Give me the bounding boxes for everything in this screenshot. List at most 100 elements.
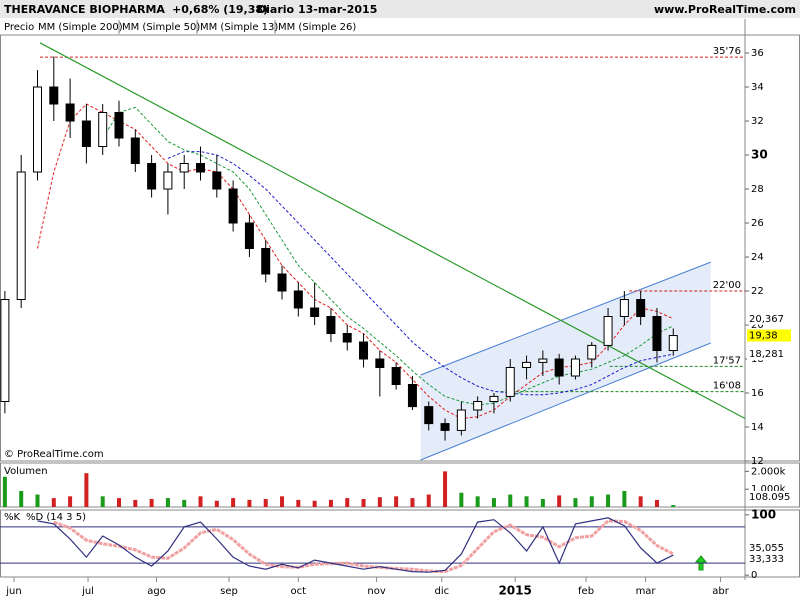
candle-body [603,316,613,346]
candle-body [522,361,532,369]
last-value-box [747,491,791,503]
last-value-label: 20,367 [749,314,784,325]
candle-body [196,163,206,173]
volume-bar [100,496,105,507]
x-tick-label: oct [291,586,307,597]
volume-bar [117,498,122,507]
volume-bar [231,498,236,507]
level-label: 35'76 [713,46,741,57]
volume-bar [214,500,219,507]
volume-bar [394,496,399,507]
x-tick-label: mar [636,586,657,597]
candle-body [375,358,385,369]
volume-bar [377,497,382,507]
panel-frame [0,509,800,578]
channel-line [420,342,711,461]
candle-body [391,367,401,386]
volume-bar [263,498,268,507]
volume-bar [589,496,594,507]
candle-body [538,358,548,363]
candle-body [489,395,499,403]
y-tick-label: 22 [751,286,764,297]
candle-body [456,409,466,431]
last-value-label: 35,055 [749,543,784,554]
legend-entry: %K [4,512,21,523]
y-tick-label: 14 [751,422,764,433]
volume-bar [622,490,627,507]
volume-bar [654,499,659,507]
volume-bar [573,498,578,507]
candle-body [49,86,59,105]
y-tick-label: 24 [751,252,764,263]
header-bar [0,0,800,18]
title: THERAVANCE BIOPHARMA [4,3,165,16]
candle-body [668,335,678,352]
y-tick-label: 100 [751,507,776,521]
legend-entry: MM (Simple 13) [200,22,278,33]
candle-body [81,120,91,148]
volume-bar [475,496,480,507]
x-tick-label: jul [81,586,94,597]
candle-body [277,273,287,292]
level-label: 17'57 [713,355,741,366]
candle-body [554,358,564,377]
candle-body [179,163,189,173]
panel-label: Volumen [4,466,48,477]
volume-bar [165,498,170,507]
candle-body [228,188,238,224]
candle-body [16,171,26,301]
candle-body [359,341,369,360]
candle-body [310,307,320,318]
volume-bar [149,498,154,507]
legend-entry: %D (14 3 5) [26,512,86,523]
x-tick-label: 2015 [498,584,531,598]
volume-bar [508,494,513,507]
volume-bar [198,496,203,507]
oscillator-line [37,517,674,573]
y-tick-label: 30 [751,148,768,162]
last-value-label: 108.095 [749,492,790,503]
volume-bar [606,494,611,507]
volume-bar [638,496,643,507]
x-tick-label: dic [434,586,449,597]
y-tick-label: 32 [751,116,764,127]
volume-bar [182,499,187,507]
last-value-label: 18,281 [749,349,784,360]
candle-body [342,333,352,343]
y-tick-label: 1.000k [751,484,786,495]
trendline [39,42,746,420]
volume-bar [410,498,415,507]
volume-bar [296,499,301,507]
candle-body [130,137,140,165]
last-value-box [747,312,791,325]
legend-entry: MM (Simple 50) [122,22,200,33]
y-tick-label: 20 [751,320,764,331]
y-tick-label: 16 [751,388,764,399]
volume-bar [312,500,317,507]
candle-body [407,384,417,408]
last-value-box [747,348,791,361]
legend-entry: MM (Simple 26) [278,22,356,33]
volume-bar [345,498,350,507]
volume-bar [540,498,545,507]
volume-bar [459,492,464,507]
candle-body [32,86,42,173]
x-tick-label: ago [147,586,166,597]
last-value-box [747,553,791,566]
volume-bar [491,498,496,507]
period: Diario [257,3,295,16]
moving-average [37,103,674,420]
candle-body [326,316,336,335]
candle-body [570,358,580,377]
volume-bar [328,499,333,507]
candle-body [261,248,271,275]
candle-body [147,163,157,190]
candle-body [244,222,254,250]
last-value-label: 33,333 [749,554,784,565]
volume-bar [35,494,40,507]
last-value-label: 19,38 [749,331,778,342]
volume-bar [84,473,89,507]
volume-bar [2,476,7,507]
x-tick-label: sep [220,586,238,597]
